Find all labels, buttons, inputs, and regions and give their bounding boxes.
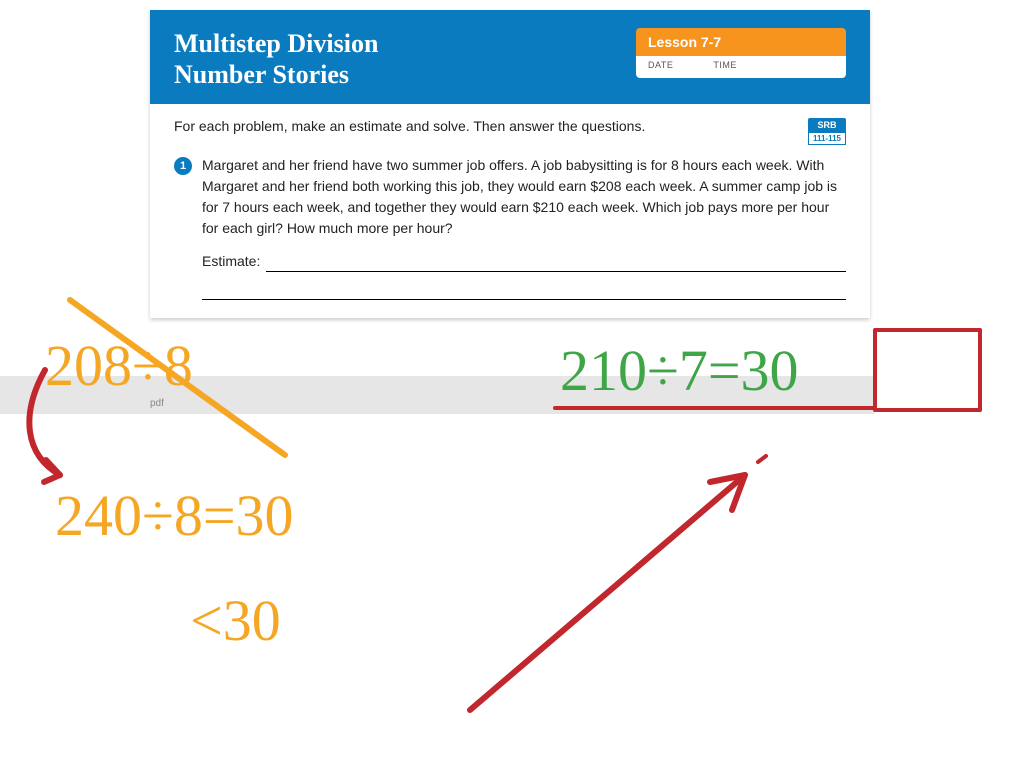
srb-badge: SRB 111-115 bbox=[808, 118, 846, 145]
svg-text:<30: <30 bbox=[190, 588, 281, 653]
answer-blank bbox=[202, 286, 846, 300]
time-label: TIME bbox=[713, 60, 737, 70]
pdf-label: pdf bbox=[150, 398, 164, 409]
instruction-row: For each problem, make an estimate and s… bbox=[174, 118, 846, 145]
worksheet-title: Multistep Division Number Stories bbox=[174, 28, 636, 90]
date-label: DATE bbox=[648, 60, 673, 70]
gray-strip bbox=[0, 376, 875, 414]
title-line-2: Number Stories bbox=[174, 60, 349, 89]
title-line-1: Multistep Division bbox=[174, 29, 378, 58]
estimate-label: Estimate: bbox=[202, 251, 260, 272]
instruction-text: For each problem, make an estimate and s… bbox=[174, 118, 645, 134]
srb-bottom: 111-115 bbox=[808, 132, 846, 145]
svg-text:240÷8=30: 240÷8=30 bbox=[55, 483, 294, 548]
srb-top: SRB bbox=[808, 118, 846, 132]
worksheet-card: Multistep Division Number Stories Lesson… bbox=[150, 10, 870, 318]
estimate-blank bbox=[266, 258, 846, 272]
worksheet-content: For each problem, make an estimate and s… bbox=[150, 104, 870, 318]
problem-1: 1 Margaret and her friend have two summe… bbox=[174, 155, 846, 300]
lesson-tab: Lesson 7-7 bbox=[636, 28, 846, 56]
estimate-row: Estimate: bbox=[202, 251, 846, 272]
problem-number-badge: 1 bbox=[174, 157, 192, 175]
lesson-fields: DATE TIME bbox=[636, 56, 846, 78]
problem-text: Margaret and her friend have two summer … bbox=[202, 157, 837, 236]
problem-body: Margaret and her friend have two summer … bbox=[202, 155, 846, 300]
worksheet-header: Multistep Division Number Stories Lesson… bbox=[150, 10, 870, 104]
lesson-box: Lesson 7-7 DATE TIME bbox=[636, 28, 846, 78]
